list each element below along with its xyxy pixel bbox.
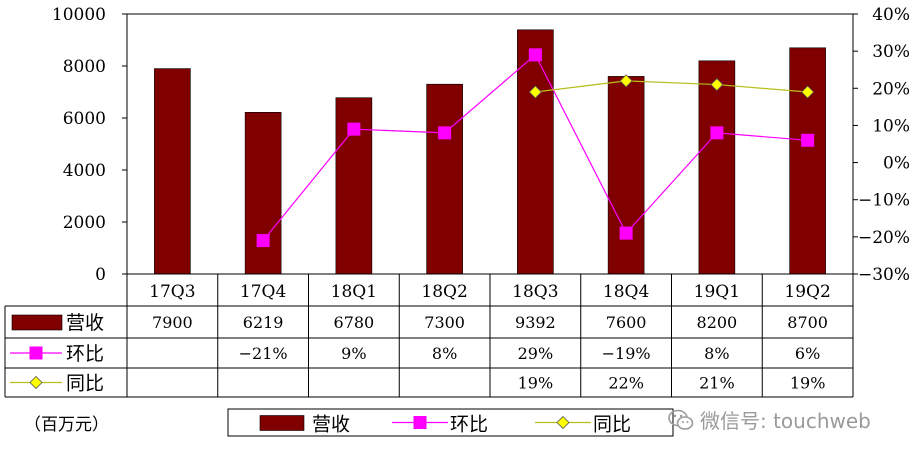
- bar: [698, 60, 736, 275]
- x-tick-label: 18Q2: [421, 282, 467, 302]
- table-cell: 6%: [795, 344, 820, 363]
- yoy-point: [619, 74, 633, 88]
- table-cell: 21%: [699, 374, 735, 393]
- x-tick-label: 17Q3: [149, 282, 195, 302]
- table-cell: 8%: [432, 344, 457, 363]
- y2-tick-label: −10%: [858, 191, 910, 211]
- row-key-mom: [29, 346, 43, 360]
- legend-label: 环比: [450, 414, 488, 436]
- row-key-yoy: [29, 375, 43, 390]
- mom-point: [347, 122, 361, 136]
- mom-point: [438, 126, 452, 140]
- y-tick-label: 2000: [63, 213, 106, 233]
- mom-point: [528, 48, 542, 62]
- yoy-point: [710, 78, 724, 92]
- table-cell: −21%: [239, 344, 288, 363]
- y-tick-label: 0: [95, 265, 106, 285]
- mom-point: [710, 126, 724, 140]
- y2-tick-label: 10%: [872, 116, 910, 136]
- bar: [789, 47, 826, 275]
- y-tick-label: 6000: [63, 109, 106, 129]
- table-cell: 9%: [341, 344, 366, 363]
- x-tick-label: 17Q4: [240, 282, 286, 302]
- y2-tick-label: −30%: [858, 265, 910, 285]
- y-tick-label: 8000: [63, 57, 106, 77]
- legend-label: 营收: [312, 414, 350, 436]
- unit-label: （百万元）: [24, 415, 109, 435]
- table-cell: 6780: [334, 313, 375, 332]
- table-cell: 7600: [606, 313, 647, 332]
- table-cell: 7900: [152, 313, 193, 332]
- legend-key-yoy: [556, 415, 570, 430]
- table-cell: 8700: [787, 313, 828, 332]
- row-key-revenue: [11, 314, 63, 331]
- legend-key-revenue: [259, 415, 305, 431]
- y2-tick-label: −20%: [858, 228, 910, 248]
- x-tick-label: 19Q1: [694, 282, 740, 302]
- row-label: 营收: [66, 312, 104, 334]
- x-tick-label: 19Q2: [784, 282, 830, 302]
- watermark-text: 微信号: touchweb: [700, 409, 871, 433]
- series-line: [535, 80, 808, 93]
- mom-point: [801, 133, 815, 147]
- y2-tick-label: 40%: [872, 5, 910, 25]
- wechat-icon: [668, 409, 694, 430]
- mom-point: [256, 234, 270, 248]
- table-cell: 9392: [515, 313, 556, 332]
- bar: [244, 112, 282, 275]
- y2-tick-label: 30%: [872, 42, 910, 62]
- row-label: 环比: [66, 343, 104, 365]
- table-cell: 19%: [790, 374, 826, 393]
- watermark: 微信号: touchweb: [668, 405, 871, 434]
- table-cell: 7300: [424, 313, 465, 332]
- legend-key-mom: [413, 416, 427, 429]
- table-cell: 22%: [608, 374, 644, 393]
- yoy-point: [528, 85, 542, 99]
- x-tick-label: 18Q3: [512, 282, 558, 302]
- table-cell: 29%: [518, 344, 554, 363]
- bar: [607, 76, 645, 275]
- table-cell: 19%: [518, 374, 554, 393]
- row-label: 同比: [66, 373, 104, 395]
- x-tick-label: 18Q1: [331, 282, 377, 302]
- table-cell: 8%: [704, 344, 729, 363]
- mom-point: [619, 226, 633, 240]
- plot-area: [126, 13, 854, 275]
- y2-tick-label: 20%: [872, 79, 910, 99]
- y-tick-label: 10000: [52, 5, 106, 25]
- y2-tick-label: 0%: [883, 154, 910, 174]
- x-tick-label: 18Q4: [603, 282, 649, 302]
- table-cell: 6219: [243, 313, 284, 332]
- y-tick-label: 4000: [63, 161, 106, 181]
- bar: [426, 83, 463, 275]
- yoy-point: [801, 85, 815, 99]
- bar: [517, 29, 554, 275]
- table-cell: 8200: [697, 313, 738, 332]
- bar: [154, 68, 191, 275]
- legend-label: 同比: [593, 414, 631, 436]
- table-cell: −19%: [602, 344, 651, 363]
